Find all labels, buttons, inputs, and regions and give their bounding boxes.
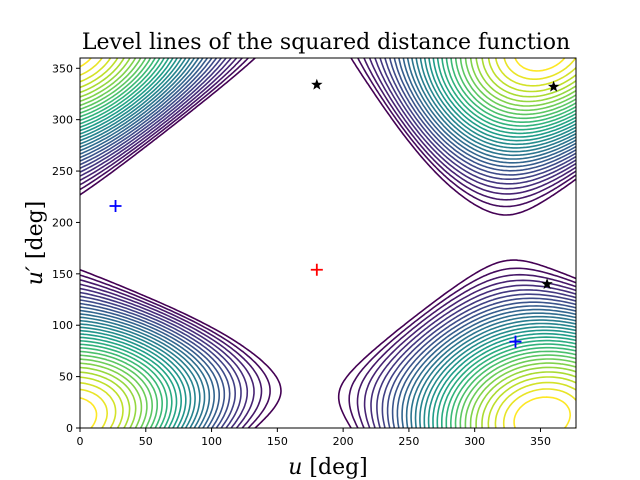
contour-level-14 — [80, 58, 576, 428]
y-tick-label: 200 — [52, 216, 73, 229]
y-tick-label: 100 — [52, 319, 73, 332]
x-tick-label: 350 — [530, 435, 551, 448]
y-axis-ticks: 0 50 100 150 200 250 300 350 — [52, 62, 80, 435]
x-tick-label: 300 — [464, 435, 485, 448]
blue-plus-marker — [109, 200, 122, 212]
contour-level-9 — [80, 58, 576, 428]
contour-level-24 — [80, 58, 576, 428]
x-axis-variable: u — [288, 455, 302, 480]
y-tick-label: 250 — [52, 165, 73, 178]
contour-level-3 — [80, 58, 576, 428]
y-tick-label: 0 — [66, 422, 73, 435]
contour-level-6 — [80, 58, 576, 428]
contour-level-28 — [80, 58, 576, 428]
contour-level-2 — [80, 58, 576, 428]
contour-level-4 — [80, 58, 576, 428]
contour-level-15 — [80, 58, 576, 428]
x-axis-unit: [deg] — [302, 455, 367, 480]
contour-level-19 — [80, 58, 576, 428]
black-star-marker — [541, 278, 553, 289]
x-tick-label: 150 — [267, 435, 288, 448]
x-tick-label: 200 — [333, 435, 354, 448]
contour-level-10 — [80, 58, 576, 428]
contour-level-0 — [80, 58, 571, 428]
contour-level-11 — [80, 58, 576, 428]
marker-layer — [109, 78, 560, 348]
y-tick-label: 50 — [59, 371, 73, 384]
x-tick-label: 0 — [77, 435, 84, 448]
black-star-marker — [547, 80, 560, 92]
x-axis-ticks: 0 50 100 150 200 250 300 350 — [77, 428, 551, 448]
y-axis-variable: u′ — [23, 266, 48, 285]
contour-level-5 — [80, 58, 576, 428]
contour-level-29 — [80, 58, 576, 428]
contour-level-21 — [80, 58, 576, 428]
y-axis-label: u′ [deg] — [23, 201, 48, 286]
chart-title: Level lines of the squared distance func… — [82, 30, 570, 55]
contour-level-18 — [80, 58, 576, 428]
x-tick-label: 250 — [398, 435, 419, 448]
contour-level-7 — [80, 58, 576, 428]
y-tick-label: 150 — [52, 268, 73, 281]
contour-level-12 — [80, 58, 576, 428]
y-axis-unit: [deg] — [23, 201, 48, 266]
plot-frame — [79, 57, 577, 429]
contour-level-26 — [80, 58, 576, 428]
red-plus-marker — [310, 263, 323, 276]
y-tick-label: 350 — [52, 62, 73, 75]
x-tick-label: 50 — [139, 435, 153, 448]
contour-level-25 — [80, 58, 576, 428]
contour-level-27 — [80, 58, 576, 428]
contour-level-13 — [80, 58, 576, 428]
black-star-marker — [311, 78, 323, 90]
contour-level-22 — [80, 58, 576, 428]
x-tick-label: 100 — [201, 435, 222, 448]
contour-level-1 — [80, 58, 576, 428]
blue-plus-marker — [509, 335, 522, 348]
x-axis-label: u [deg] — [288, 455, 368, 480]
y-tick-label: 300 — [52, 114, 73, 127]
contour-level-16 — [80, 58, 576, 428]
